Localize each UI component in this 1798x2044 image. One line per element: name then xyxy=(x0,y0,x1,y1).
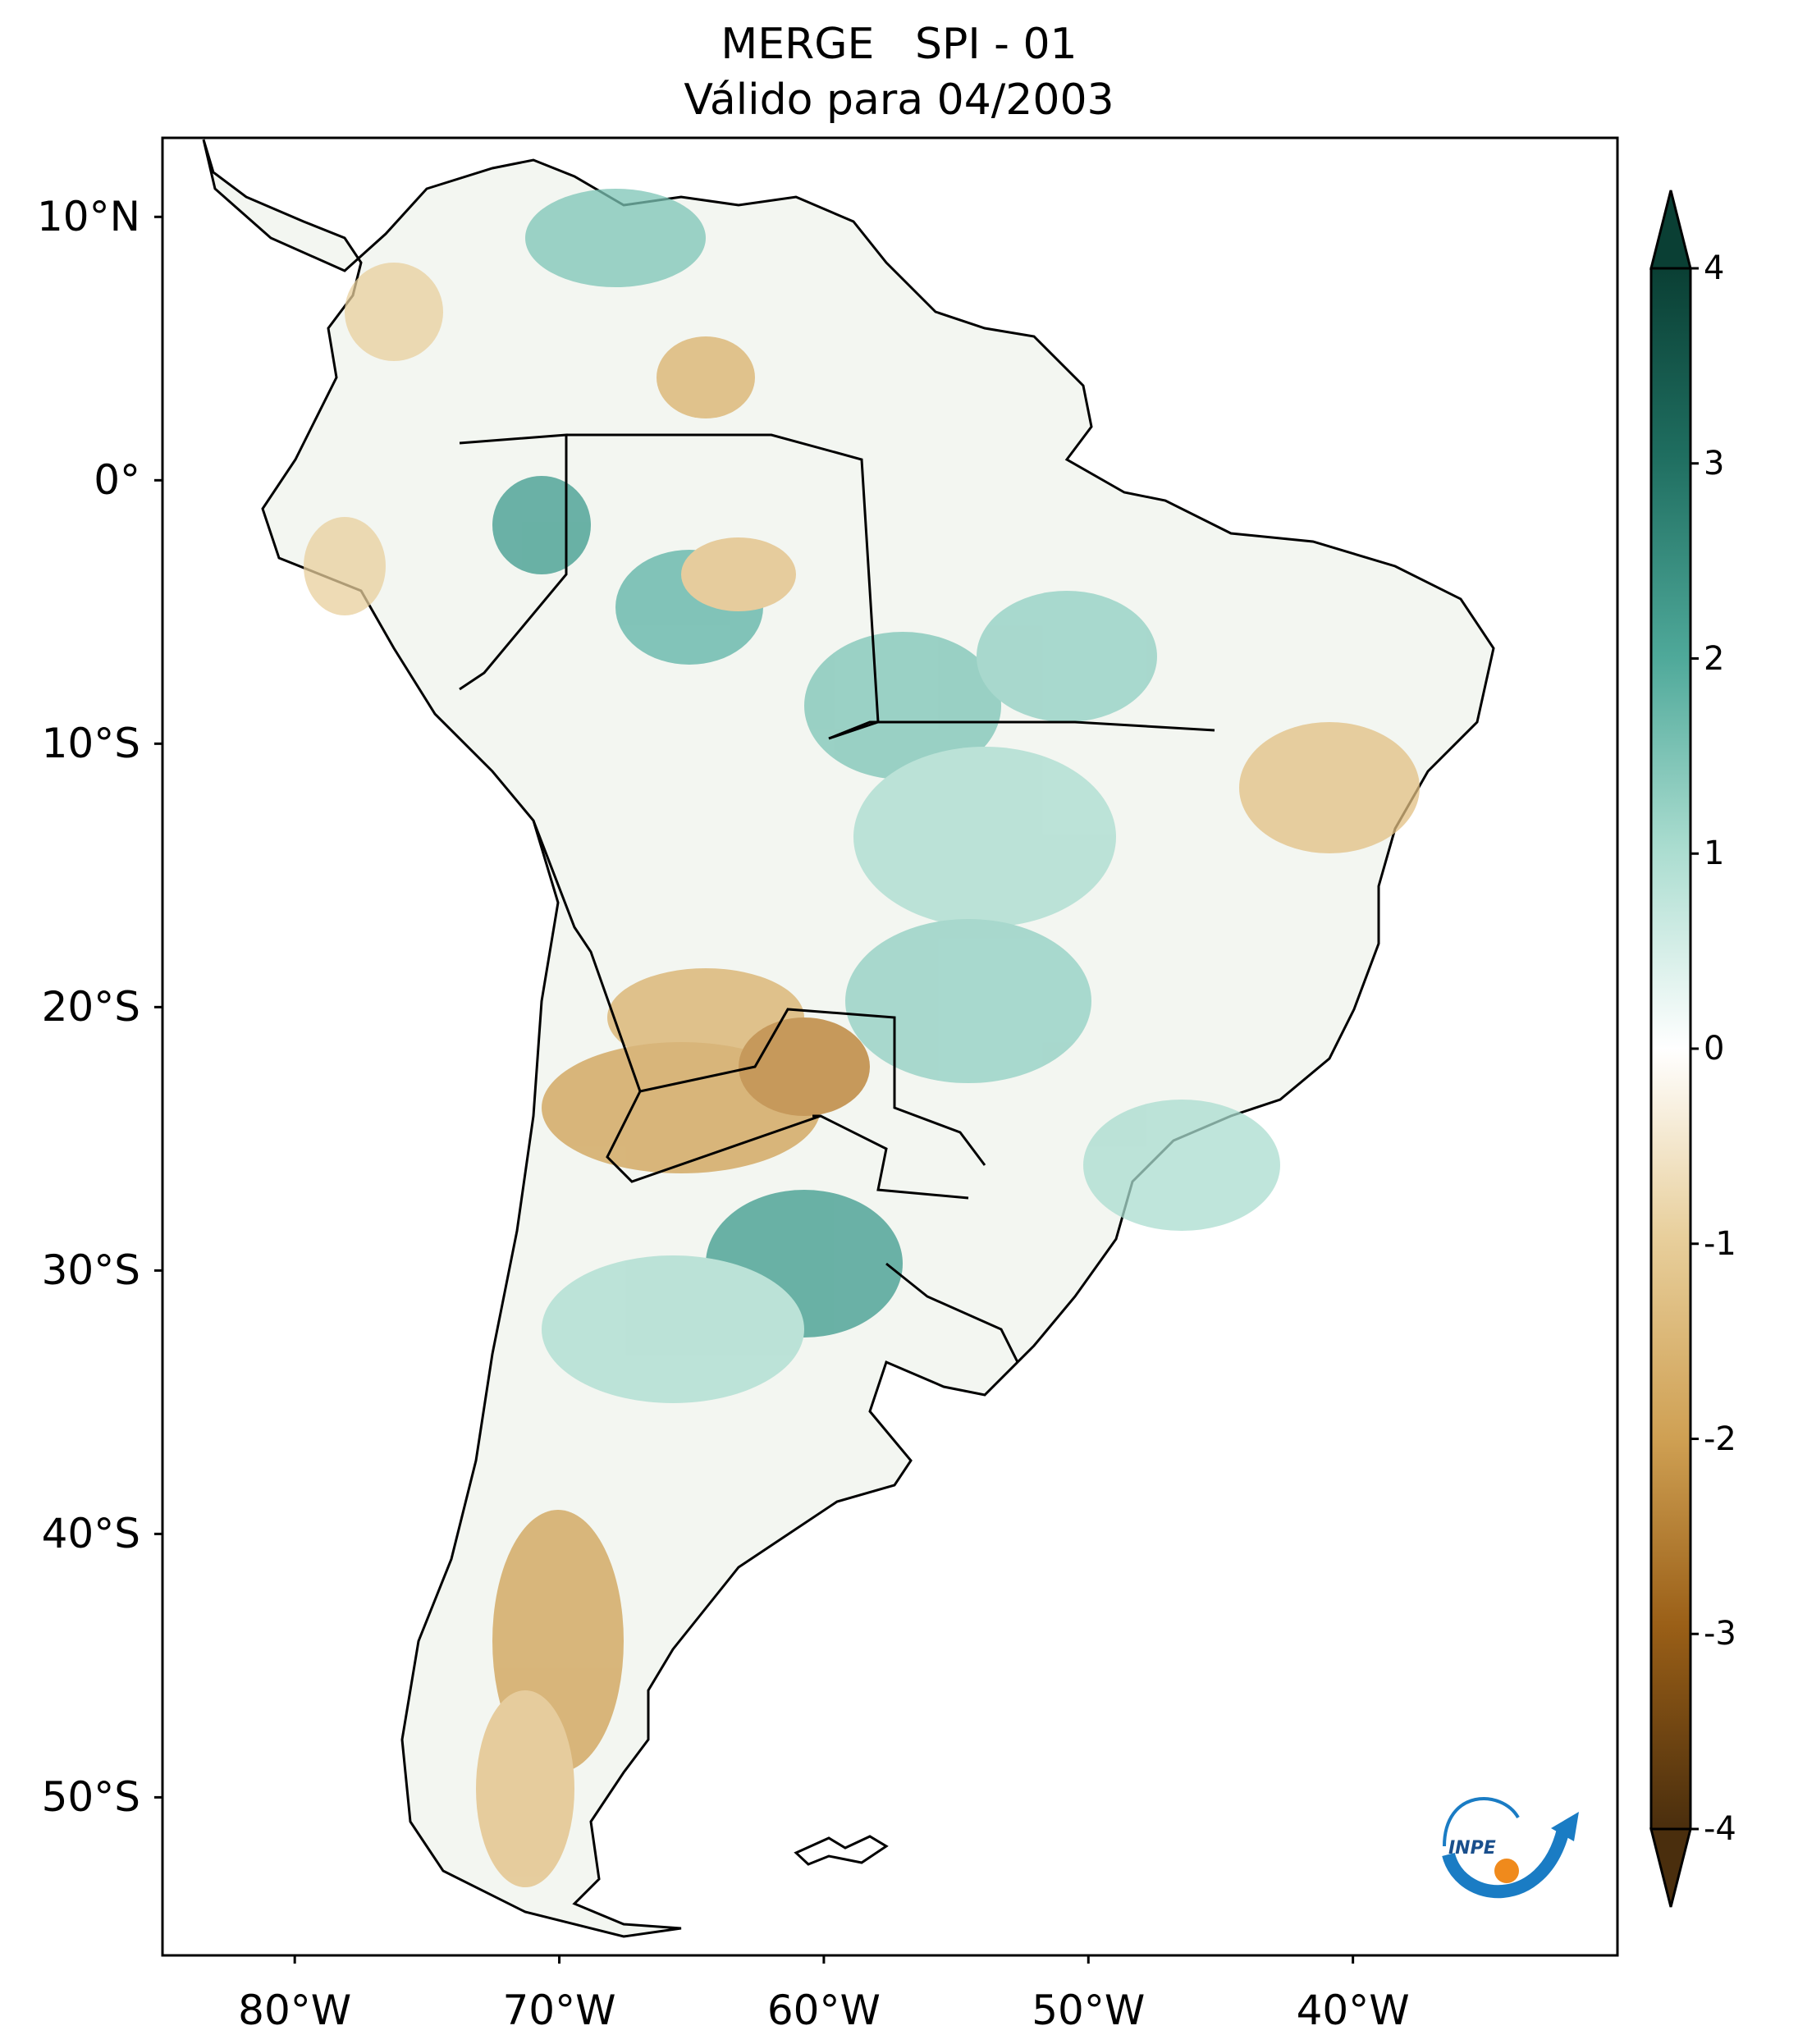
inpe-logo xyxy=(1442,1797,1579,1899)
colorbar-label: 2 xyxy=(1704,639,1725,678)
colorbar-gradient xyxy=(1649,267,1692,1831)
latitude-label: 50°S xyxy=(41,1773,140,1822)
map-title: MERGE SPI - 01 xyxy=(721,20,1077,69)
latitude-ticks xyxy=(154,215,162,1799)
colorbar-min-extension xyxy=(1649,1827,1692,1908)
colorbar-label: -3 xyxy=(1704,1615,1736,1653)
colorbar-label: 4 xyxy=(1704,249,1725,287)
colorbar-label: 1 xyxy=(1704,835,1725,873)
latitude-label: 30°S xyxy=(41,1246,140,1295)
colorbar-label: -1 xyxy=(1704,1224,1736,1263)
inpe-logo-text: INPE xyxy=(1448,1838,1496,1859)
latitude-label: 20°S xyxy=(41,983,140,1031)
map-subtitle: Válido para 04/2003 xyxy=(684,75,1114,125)
longitude-label: 70°W xyxy=(502,1987,616,2034)
latitude-label: 0° xyxy=(94,456,140,505)
colorbar-ticks xyxy=(1690,267,1699,1831)
longitude-label: 40°W xyxy=(1296,1987,1410,2034)
colorbar-label: 3 xyxy=(1704,444,1725,482)
map-border xyxy=(161,136,1619,1957)
latitude-label: 40°S xyxy=(41,1510,140,1558)
colorbar-label: -4 xyxy=(1704,1810,1736,1848)
colorbar-max-extension xyxy=(1649,190,1692,270)
colorbar xyxy=(1649,190,1699,1908)
colorbar-label: -2 xyxy=(1704,1420,1736,1458)
longitude-label: 80°W xyxy=(238,1987,352,2034)
longitude-label: 50°W xyxy=(1032,1987,1146,2034)
latitude-label: 10°S xyxy=(41,720,140,768)
longitude-ticks xyxy=(293,1955,1355,1964)
spi-anomaly-field xyxy=(304,189,1420,1887)
longitude-label: 60°W xyxy=(766,1987,881,2034)
falkland-islands xyxy=(794,1835,889,1866)
map-content xyxy=(202,139,1495,1938)
latitude-label: 10°N xyxy=(36,193,140,241)
country-borders xyxy=(459,433,1215,1363)
colorbar-label: 0 xyxy=(1704,1030,1725,1068)
